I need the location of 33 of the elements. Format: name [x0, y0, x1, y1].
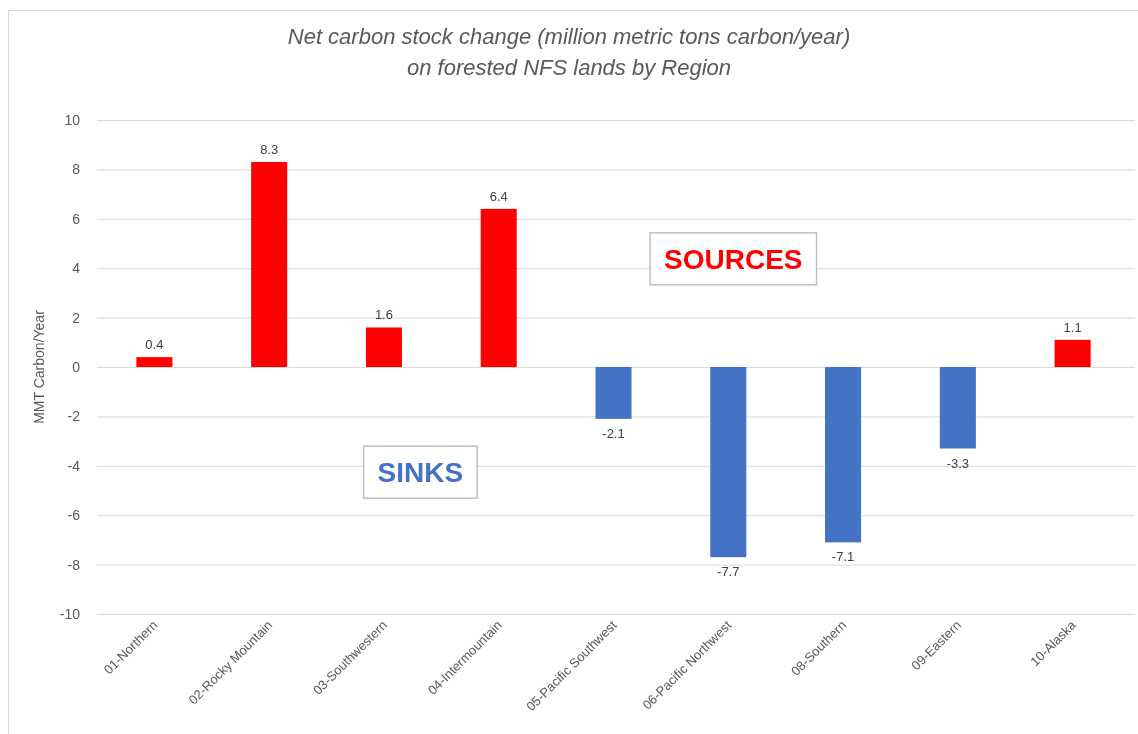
- bar: [710, 367, 747, 558]
- bar: [480, 208, 517, 367]
- y-axis-title: MMT Carbon/Year: [31, 309, 47, 424]
- bar: [939, 367, 976, 449]
- y-tick-label: -2: [67, 408, 81, 425]
- y-tick-label: -6: [67, 507, 81, 524]
- bar: [825, 367, 862, 543]
- chart-title: Net carbon stock change (million metric tons carbon/year) on forested NFS lands by Region: [287, 24, 851, 80]
- data-label: 8.3: [260, 141, 279, 157]
- y-tick-label: -10: [59, 605, 81, 622]
- y-tick-label: 6: [72, 210, 81, 227]
- data-label: -2.1: [602, 425, 625, 441]
- y-tick-label: 8: [72, 161, 81, 178]
- bar: [1054, 339, 1091, 367]
- data-label: 0.4: [145, 337, 164, 353]
- annotation: SINKS: [377, 457, 464, 489]
- annotation: SOURCES: [664, 243, 803, 275]
- y-tick-label: 0: [72, 358, 81, 375]
- data-label: 6.4: [489, 188, 508, 204]
- y-tick-label: 2: [72, 309, 81, 326]
- y-tick-label: 4: [72, 260, 81, 277]
- data-label: 1.6: [374, 307, 393, 323]
- data-label: 1.1: [1063, 319, 1082, 335]
- bar: [365, 327, 402, 367]
- y-tick-label: -4: [67, 457, 81, 474]
- bar: [136, 357, 173, 367]
- bar: [251, 161, 288, 367]
- data-label: -7.1: [831, 549, 855, 565]
- bar: [595, 367, 632, 419]
- data-label: -7.7: [717, 564, 740, 580]
- y-tick-label: 10: [64, 111, 81, 128]
- y-tick-label: -8: [67, 556, 81, 573]
- data-label: -3.3: [946, 455, 970, 471]
